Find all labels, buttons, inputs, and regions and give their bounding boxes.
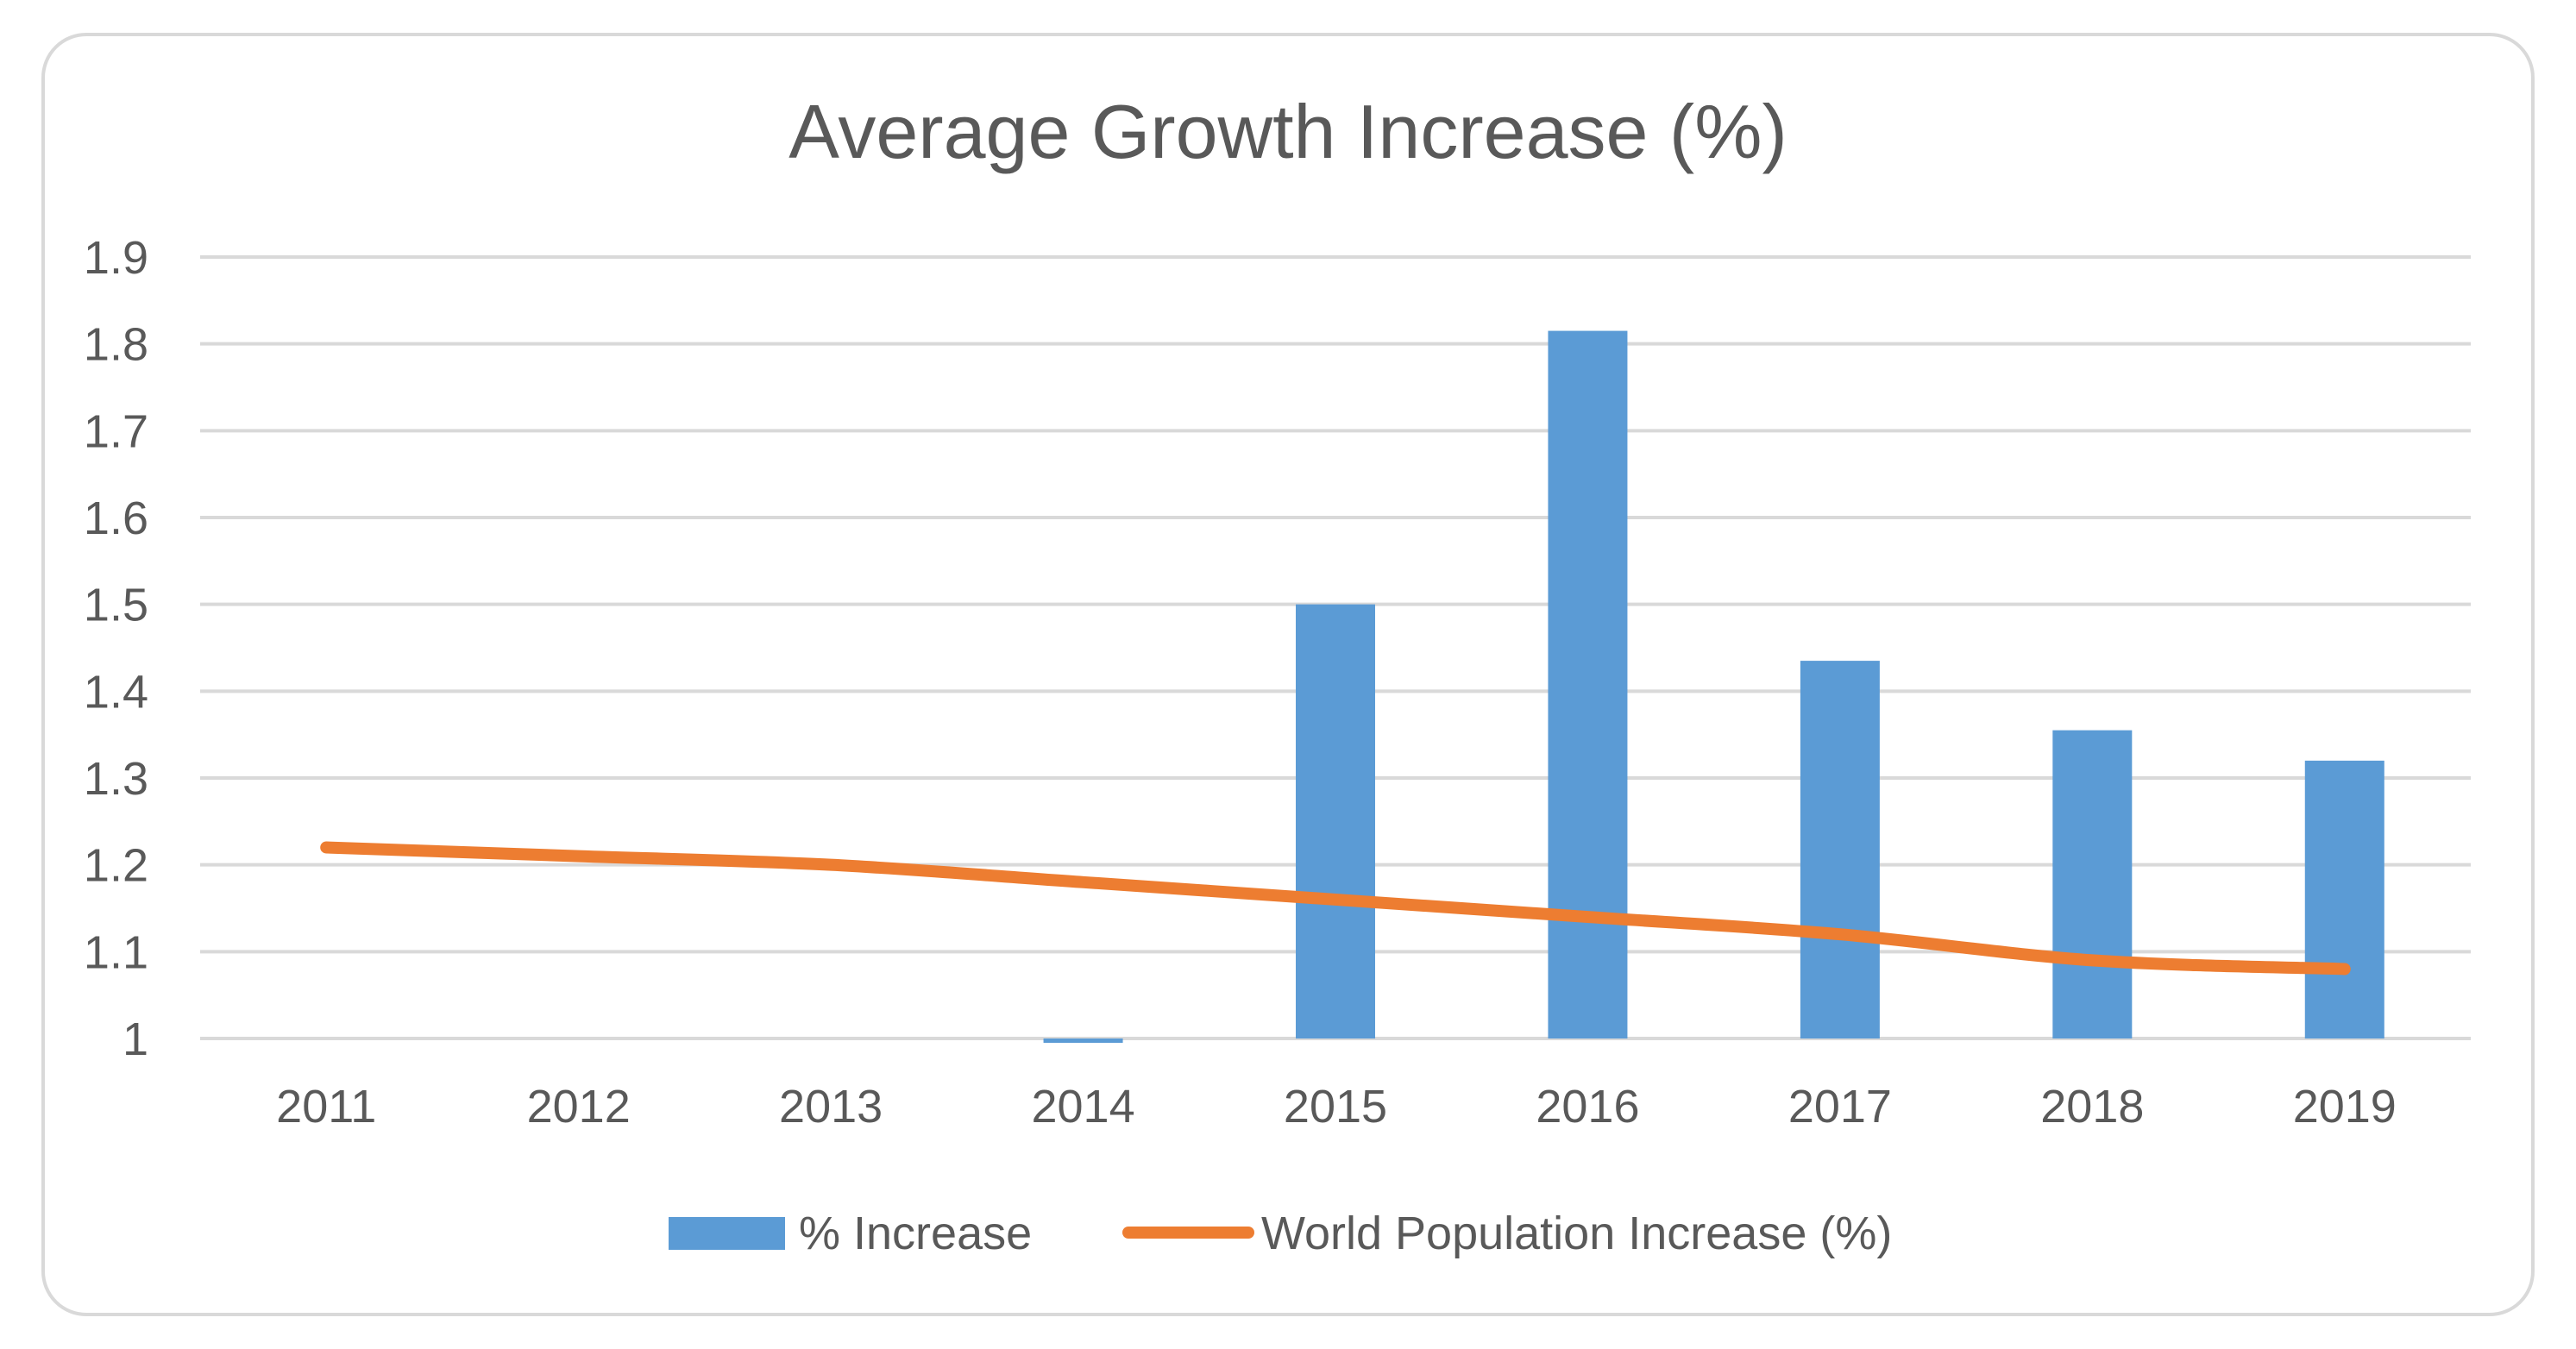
y-tick-label: 1.9 <box>84 232 148 284</box>
bar-2017[interactable] <box>1800 661 1880 1038</box>
bar-2019[interactable] <box>2304 760 2384 1038</box>
bar-2016[interactable] <box>1548 330 1628 1039</box>
line-point-2016 <box>1586 916 1588 918</box>
line-point-2018 <box>2091 959 2093 961</box>
bar-series <box>1043 330 2384 1044</box>
line-series <box>320 841 2351 976</box>
bar-2015[interactable] <box>1296 604 1375 1038</box>
line-point-2013 <box>830 864 832 866</box>
chart-frame <box>41 33 2535 1316</box>
x-tick-label: 2015 <box>1284 1081 1387 1133</box>
y-tick-label: 1.6 <box>84 493 148 544</box>
x-axis-ticks: 2011 2012 2013 2014 2015 2016 2017 2018 2019 <box>276 1081 2397 1133</box>
y-tick-label: 1.7 <box>84 405 148 457</box>
line-point-2015 <box>1335 899 1336 900</box>
bar-2018[interactable] <box>2052 730 2133 1038</box>
y-tick-label: 1.2 <box>84 840 148 892</box>
y-axis-ticks: 1 1.1 1.2 1.3 1.4 1.5 1.6 1.7 1.8 1.9 <box>84 232 148 1065</box>
y-tick-label: 1.8 <box>84 319 148 371</box>
x-tick-label: 2016 <box>1536 1081 1639 1133</box>
x-tick-label: 2017 <box>1788 1081 1892 1133</box>
x-tick-label: 2013 <box>779 1081 883 1133</box>
y-tick-label: 1.5 <box>84 580 148 631</box>
line-point-2012 <box>578 856 580 857</box>
line-point-2019 <box>2344 968 2346 969</box>
line-point-2011 <box>325 847 327 849</box>
line-point-2017 <box>1839 933 1841 935</box>
legend[interactable]: % Increase World Population Increase (%) <box>669 1208 1892 1259</box>
x-tick-label: 2018 <box>2040 1081 2144 1133</box>
line-world-population[interactable] <box>320 841 2351 976</box>
legend-label-percent-increase: % Increase <box>799 1208 1032 1259</box>
line-point-2014 <box>1083 882 1084 883</box>
legend-label-world-population: World Population Increase (%) <box>1261 1208 1892 1259</box>
legend-swatch-percent-increase <box>669 1217 785 1250</box>
y-tick-label: 1.3 <box>84 753 148 805</box>
x-tick-label: 2011 <box>276 1081 376 1133</box>
y-tick-label: 1 <box>123 1013 148 1065</box>
x-tick-label: 2012 <box>527 1081 631 1133</box>
x-tick-label: 2019 <box>2293 1081 2397 1133</box>
bar-2014[interactable] <box>1043 1038 1123 1044</box>
chart-title: Average Growth Increase (%) <box>789 89 1787 174</box>
x-tick-label: 2014 <box>1031 1081 1134 1133</box>
y-tick-label: 1.1 <box>84 926 148 978</box>
y-tick-label: 1.4 <box>84 666 148 718</box>
